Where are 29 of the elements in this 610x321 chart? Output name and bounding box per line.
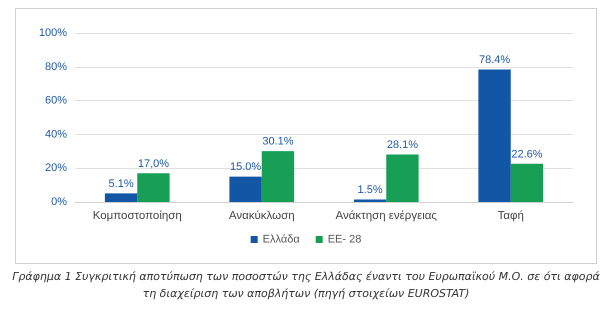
data-label: 5.1% [108, 178, 134, 190]
data-label: 78.4% [478, 54, 510, 66]
x-tick-label: Ταφή [498, 210, 524, 222]
bar [229, 176, 262, 202]
bar [262, 151, 294, 202]
bar [137, 173, 170, 202]
bar [104, 193, 138, 202]
x-tick-label: Ανάκτηση ενέργειας [336, 210, 438, 222]
x-tick-label: Κομποστοποίηση [92, 210, 182, 222]
data-label: 22.6% [511, 148, 543, 160]
data-label: 28.1% [386, 139, 418, 152]
x-tick-label: Ανακύκλωση [228, 210, 295, 222]
y-tick-label: 40% [44, 128, 68, 140]
bar [354, 199, 386, 202]
y-tick-label: 20% [44, 162, 68, 174]
y-tick-label: 100% [38, 27, 68, 39]
data-label: 1.5% [358, 184, 383, 196]
y-tick-label: 80% [44, 60, 68, 73]
y-tick-label: 0% [51, 196, 68, 208]
text: Γράφημα 1 Συγκριτική αποτύπωση των ποσοστών της Ελλάδας έναντι του Ευρωπαϊκού Μ.Ο. σε ότι αφορά τη διαχείριση των αποβλήτων (πηγή στοιχείων EUROSTAT) [11, 269, 601, 302]
data-label: 30.1% [262, 136, 294, 148]
legend-label: ΕΕ- 28 [328, 234, 362, 246]
bar [478, 70, 511, 202]
legend-label: Ελλάδα [262, 234, 300, 246]
data-label: 15.0% [230, 161, 262, 174]
bar [386, 154, 419, 202]
bar [510, 164, 544, 202]
y-tick-label: 60% [44, 94, 68, 107]
data-label: 17,0% [138, 158, 170, 170]
